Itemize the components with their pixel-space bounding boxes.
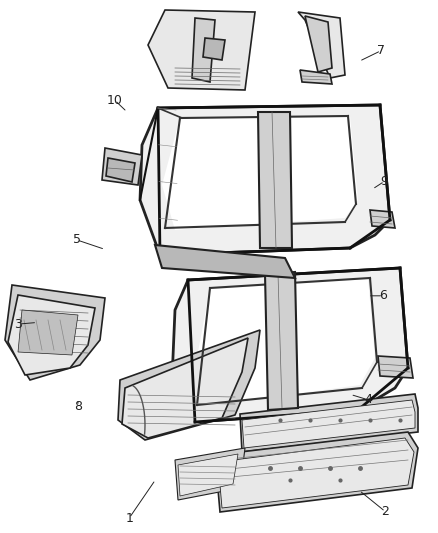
Polygon shape: [148, 10, 255, 90]
Polygon shape: [102, 148, 142, 185]
Text: 7: 7: [377, 44, 385, 57]
Polygon shape: [122, 338, 248, 438]
Polygon shape: [195, 278, 375, 405]
Polygon shape: [8, 295, 95, 375]
Polygon shape: [242, 400, 415, 448]
Text: 6: 6: [379, 289, 387, 302]
Polygon shape: [178, 454, 238, 496]
Polygon shape: [378, 356, 413, 378]
Polygon shape: [370, 210, 395, 228]
Polygon shape: [240, 394, 418, 452]
Text: 5: 5: [73, 233, 81, 246]
Polygon shape: [172, 268, 408, 422]
Text: 9: 9: [381, 175, 389, 188]
Polygon shape: [203, 38, 225, 60]
Polygon shape: [5, 285, 105, 380]
Polygon shape: [140, 105, 390, 255]
Polygon shape: [118, 330, 260, 440]
Text: 10: 10: [107, 94, 123, 107]
Text: 8: 8: [74, 400, 82, 413]
Polygon shape: [215, 432, 418, 512]
Text: 4: 4: [364, 393, 372, 406]
Text: 3: 3: [14, 318, 22, 330]
Polygon shape: [305, 16, 332, 72]
Polygon shape: [265, 272, 298, 410]
Polygon shape: [18, 310, 78, 355]
Text: 1: 1: [125, 512, 133, 524]
Polygon shape: [258, 112, 292, 248]
Polygon shape: [175, 448, 245, 500]
Polygon shape: [218, 438, 414, 508]
Polygon shape: [162, 116, 358, 230]
Polygon shape: [106, 158, 135, 182]
Polygon shape: [300, 70, 332, 84]
Text: 2: 2: [381, 505, 389, 518]
Polygon shape: [192, 18, 215, 82]
Polygon shape: [298, 12, 345, 78]
Polygon shape: [155, 245, 295, 278]
